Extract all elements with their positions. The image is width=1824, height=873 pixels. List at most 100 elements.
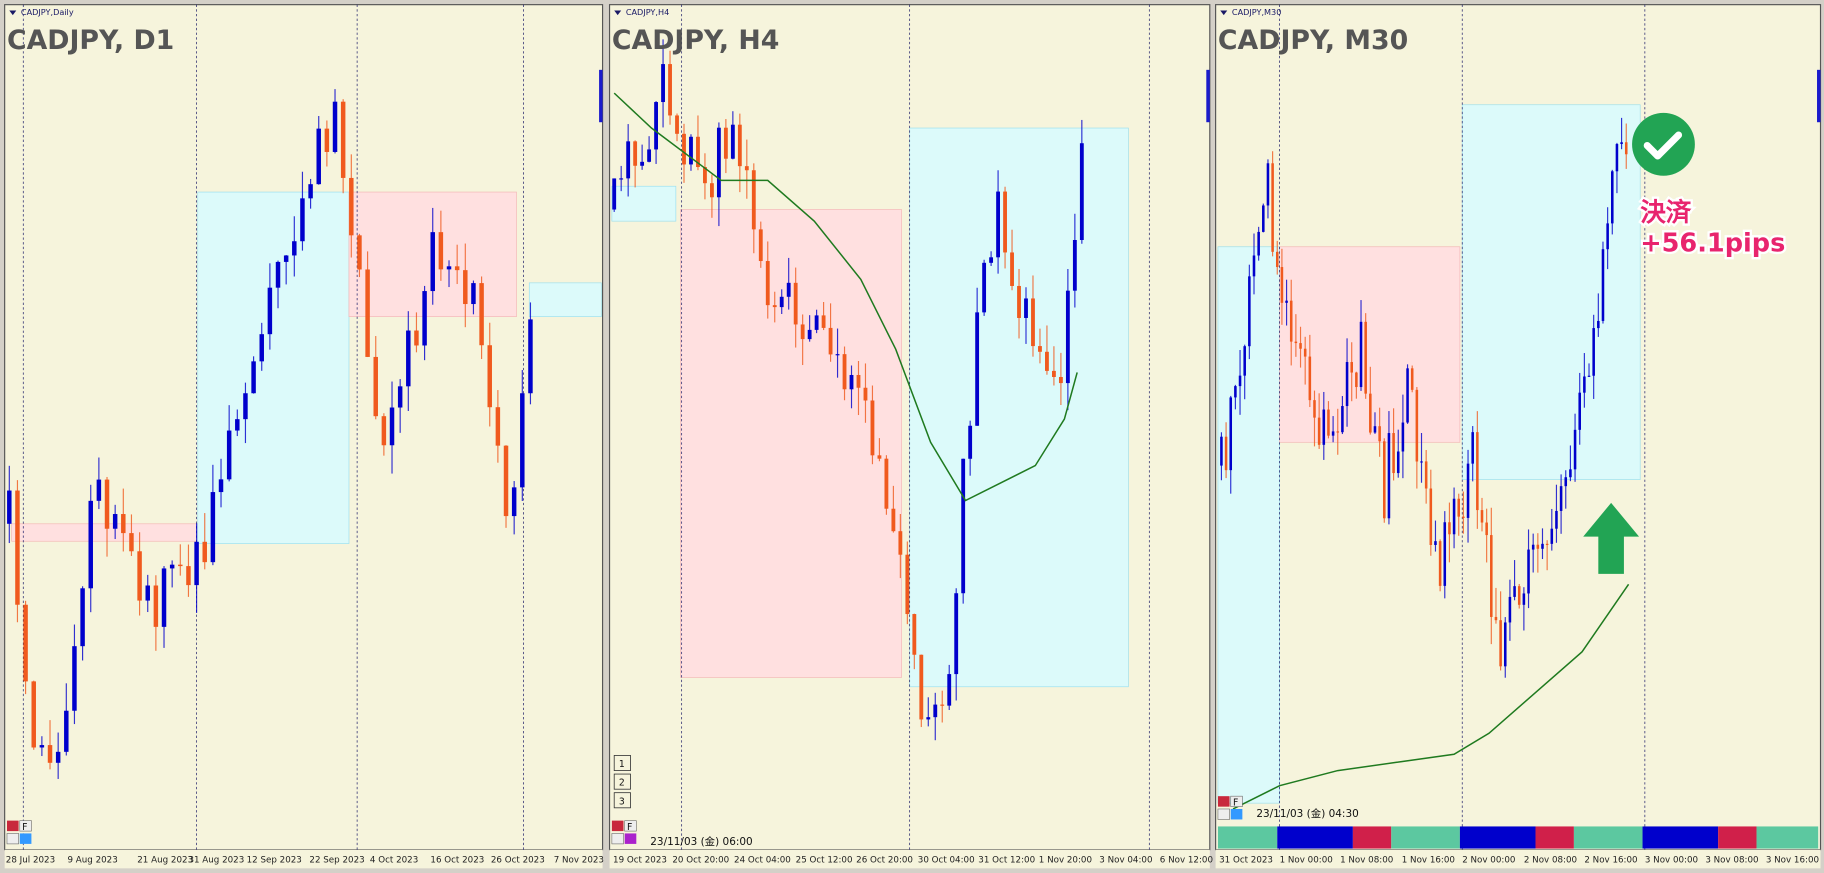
f-button[interactable]	[624, 820, 637, 832]
color-button[interactable]	[19, 833, 32, 844]
f-button[interactable]	[19, 820, 32, 832]
chart-title: CADJPY, H4	[612, 25, 779, 56]
candle-body	[1271, 163, 1274, 252]
candle-body	[772, 305, 777, 308]
close-button[interactable]	[6, 820, 19, 832]
candle-body	[919, 654, 924, 720]
chart-title: CADJPY, D1	[7, 25, 174, 56]
candle-body	[1234, 386, 1237, 398]
f-button-label: F	[627, 822, 632, 833]
candle-body	[72, 646, 77, 711]
candle-body	[1031, 298, 1035, 347]
candle-body	[1462, 516, 1465, 518]
candle-body	[1555, 510, 1558, 529]
candle-body	[80, 588, 85, 647]
f-button[interactable]	[1230, 795, 1243, 807]
date-label: 3 Nov 08:00	[1705, 856, 1758, 866]
candle-body	[218, 479, 224, 493]
candle-body	[137, 551, 142, 601]
candle-body	[828, 327, 833, 355]
candle-body	[842, 354, 847, 390]
candle-body	[259, 334, 264, 362]
timeframe-button[interactable]	[613, 773, 631, 790]
candle-body	[1597, 320, 1600, 329]
candle-body	[1429, 488, 1433, 545]
candle-body	[153, 585, 159, 627]
color-button[interactable]	[1230, 808, 1243, 820]
chart-panel: CADJPY,Daily CADJPY, D1 28 Jul 2023 9 Aug 2…	[4, 4, 604, 869]
candle-body	[1420, 461, 1423, 463]
candle-body	[1317, 417, 1321, 445]
candle-body	[1331, 431, 1335, 436]
close-button[interactable]	[1217, 796, 1230, 807]
candle-body	[1434, 541, 1437, 545]
zone-box	[680, 209, 902, 678]
candle-body	[1606, 223, 1609, 250]
candle-body	[954, 593, 959, 675]
candle-body	[1355, 372, 1358, 388]
x-button[interactable]	[1217, 808, 1230, 820]
candle-body	[283, 255, 289, 262]
up-arrow	[1583, 502, 1640, 574]
candle-body	[975, 312, 980, 426]
date-axis	[609, 849, 1210, 869]
candle-body	[1238, 375, 1242, 387]
candle-body	[1401, 422, 1405, 452]
candle-body	[23, 604, 28, 682]
session-bar	[1352, 826, 1392, 849]
x-button[interactable]	[6, 833, 19, 845]
date-label: 25 Oct 12:00	[796, 856, 853, 866]
candle-body	[1569, 469, 1572, 478]
candle-body	[64, 710, 69, 752]
candle-body	[737, 124, 742, 167]
session-bar	[1277, 826, 1353, 849]
candle-body	[1517, 586, 1521, 605]
candle-body	[933, 704, 938, 718]
candle-body	[300, 198, 305, 242]
zone-box	[528, 282, 602, 317]
candle-body	[1396, 451, 1400, 474]
timeframe-button[interactable]	[613, 792, 631, 809]
candle-body	[1452, 498, 1456, 535]
candle-body	[1387, 433, 1391, 519]
candle-body	[389, 407, 395, 446]
candle-body	[668, 64, 672, 116]
candle-body	[1364, 321, 1367, 394]
candle-body	[495, 407, 501, 446]
candle-body	[267, 287, 273, 335]
candle-body	[31, 681, 36, 748]
date-label: 1 Nov 16:00	[1402, 856, 1455, 866]
candle-body	[381, 416, 387, 446]
candle-body	[186, 566, 191, 586]
timestamp: 23/11/03 (金) 04:30	[1256, 807, 1358, 820]
candle-body	[1513, 586, 1516, 597]
date-axis	[1215, 849, 1821, 869]
candle-body	[1620, 142, 1623, 145]
color-button[interactable]	[624, 833, 637, 844]
candle-body	[88, 500, 93, 589]
candle-body	[324, 128, 330, 152]
tab-arrow	[1220, 10, 1228, 16]
zone-box	[611, 185, 677, 222]
candle-body	[1480, 510, 1484, 523]
zone-box	[1461, 104, 1641, 480]
candle-body	[169, 564, 175, 569]
x-button[interactable]	[611, 833, 624, 845]
candle-body	[340, 101, 346, 178]
candle-body	[1601, 249, 1605, 321]
close-button[interactable]	[611, 820, 624, 832]
candle-body	[1448, 522, 1451, 535]
candle-body	[406, 330, 411, 387]
timeframe-button[interactable]	[613, 755, 631, 771]
candle-body	[849, 374, 854, 390]
candle-body	[716, 127, 721, 198]
candle-body	[751, 170, 756, 230]
candle-body	[1550, 528, 1554, 544]
candle-body	[194, 541, 199, 586]
session-bar	[1718, 826, 1757, 849]
candle-body	[1345, 362, 1349, 407]
chart-tab: CADJPY,M30	[1232, 7, 1281, 17]
candle-body	[332, 101, 338, 152]
candle-body	[365, 269, 370, 357]
